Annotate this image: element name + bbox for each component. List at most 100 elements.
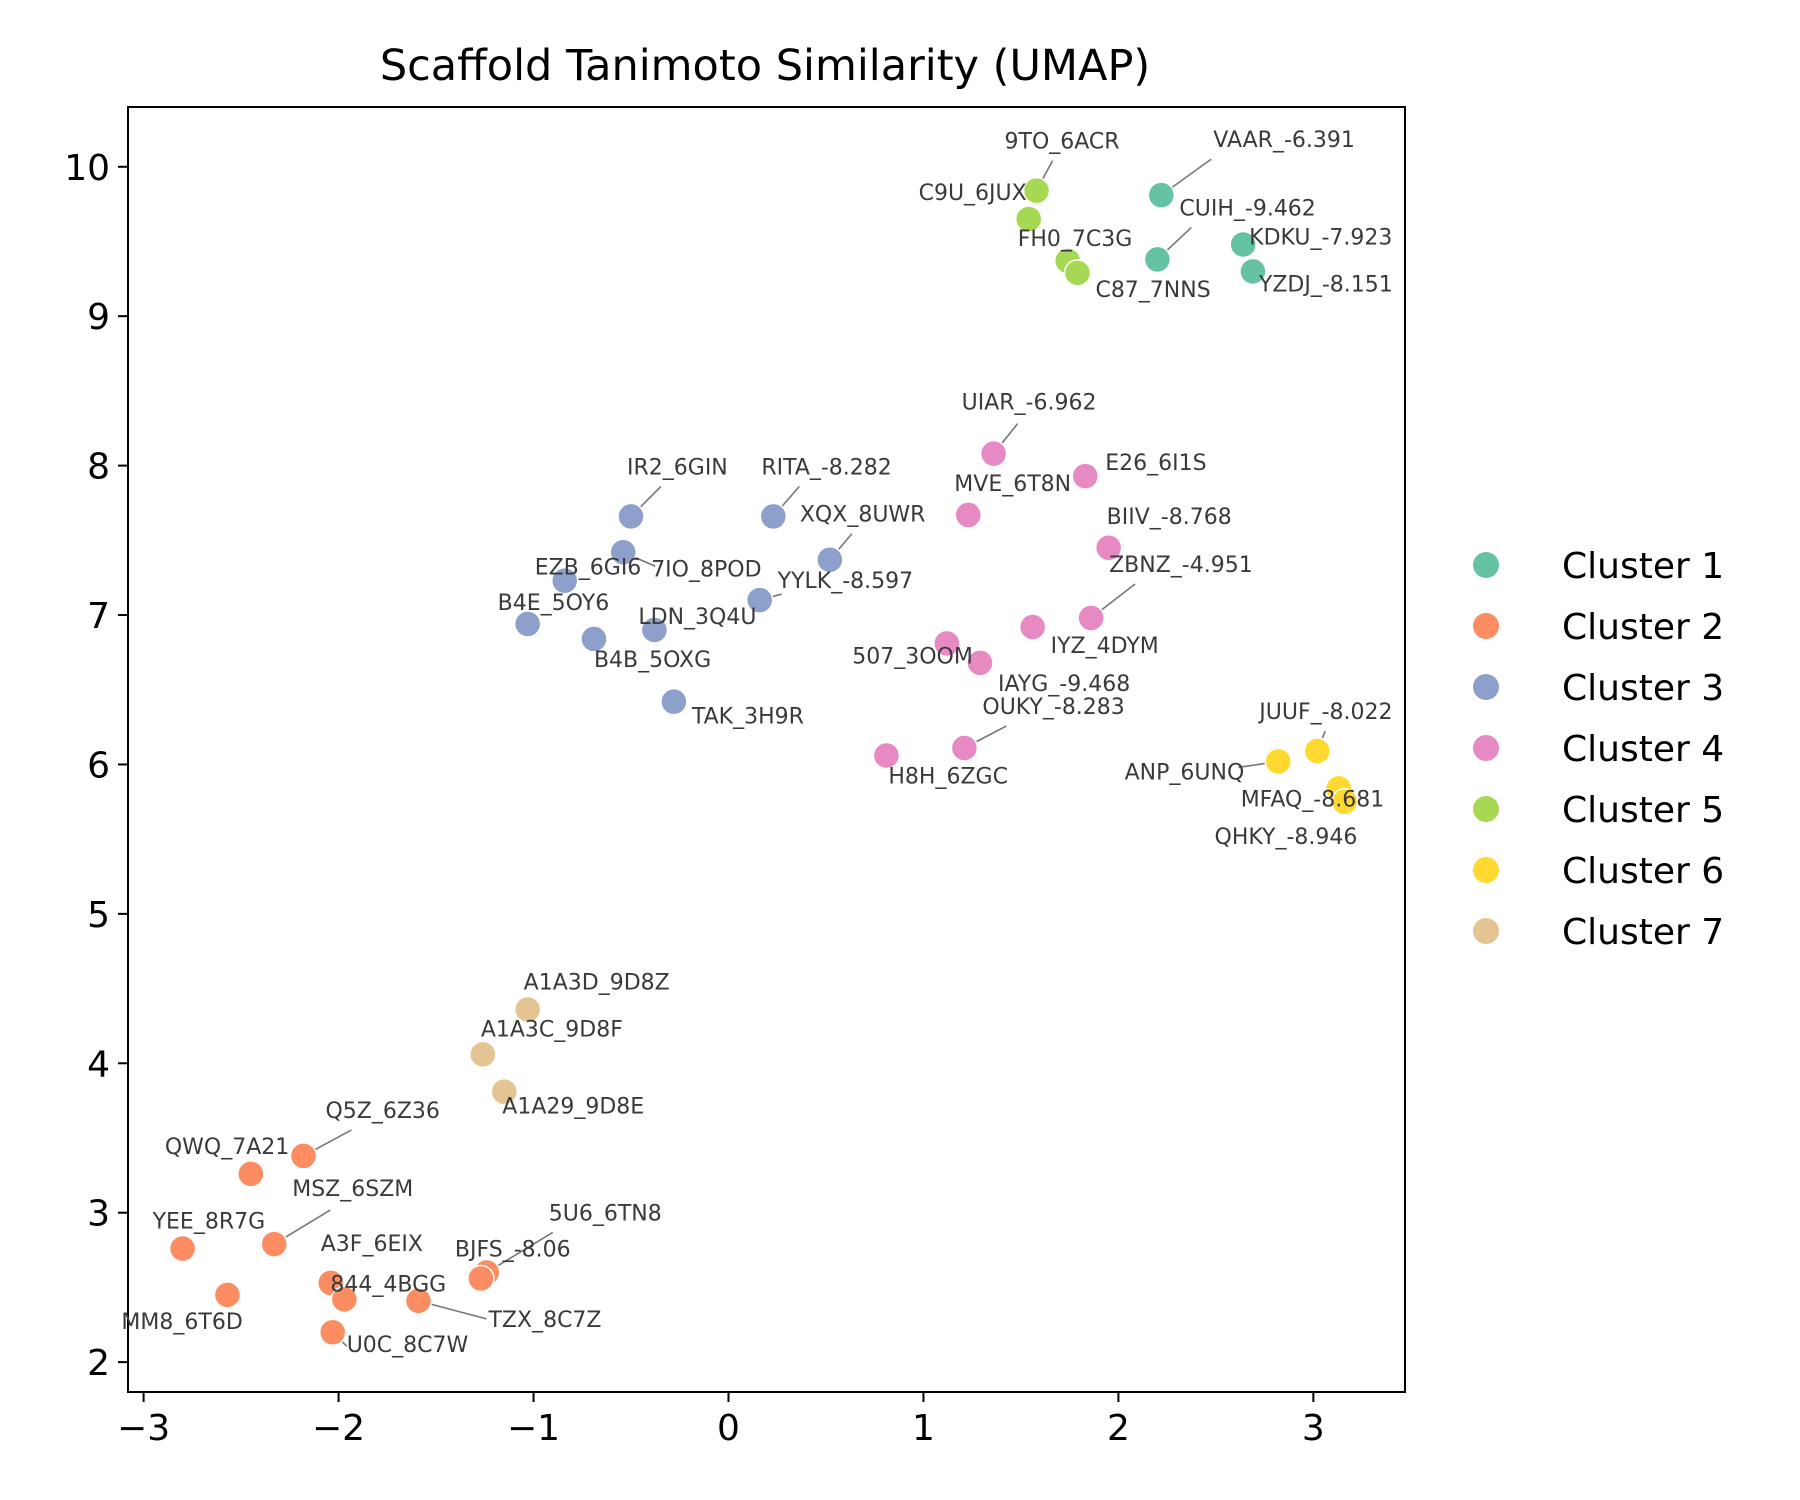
legend-marker [1473,674,1499,700]
point-label: C9U_6JUX [919,181,1027,206]
y-tick-label: 8 [87,447,110,488]
data-point [872,741,901,770]
point-label: QWQ_7A21 [165,1135,289,1160]
point-label: U0C_8C7W [347,1333,469,1358]
legend-entry: Cluster 3 [1562,668,1724,709]
point-label: KDKU_-7.923 [1249,225,1392,250]
data-point [1094,534,1123,562]
point-label: A1A3C_9D8F [481,1017,623,1042]
data-points [168,176,1359,1346]
point-label: TZX_8C7Z [487,1308,601,1333]
legend-marker [1473,796,1499,822]
point-label: B4E_5OY6 [498,591,610,616]
data-point [330,1285,359,1314]
point-label: TAK_3H9R [691,705,804,730]
y-tick-label: 2 [87,1343,110,1384]
point-label: ZBNZ_-4.951 [1109,553,1253,578]
data-point [237,1160,265,1188]
data-point [1077,604,1105,632]
legend-entry: Cluster 7 [1562,912,1724,953]
point-label: FH0_7C3G [1018,227,1133,252]
data-point [1022,176,1051,205]
data-point [513,995,542,1024]
y-tick-label: 6 [87,745,110,786]
data-point [1264,747,1293,776]
legend-marker [1473,918,1499,944]
data-point [168,1234,197,1263]
x-tick-label: −2 [312,1408,365,1449]
data-point [640,616,669,644]
legend-entry: Cluster 2 [1562,607,1724,648]
data-point [1063,259,1092,287]
plot-frame [127,106,1406,1393]
data-point [1239,257,1267,286]
x-tick-label: 3 [1302,1408,1325,1449]
point-label: MVE_6T8N [954,472,1071,497]
data-point [609,538,637,567]
point-label: JUUF_-8.022 [1257,700,1392,725]
point-label: UIAR_-6.962 [962,391,1097,416]
legend-entry: Cluster 4 [1562,729,1724,770]
y-tick-label: 9 [87,297,110,338]
point-label: VAAR_-6.391 [1213,128,1355,153]
point-label: RITA_-8.282 [761,455,891,480]
data-point [1071,462,1100,490]
data-point [979,439,1008,468]
point-label: C87_7NNS [1095,278,1210,303]
point-label: QHKY_-8.946 [1215,825,1358,850]
point-label: 9TO_6ACR [1005,130,1120,155]
data-point [660,687,688,716]
point-label: 7IO_8POD [651,557,761,582]
point-label: CUIH_-9.462 [1179,196,1315,221]
point-label: E26_6I1S [1105,451,1206,476]
data-point [617,502,645,531]
point-label: MFAQ_-8.681 [1241,787,1385,812]
legend-marker [1473,613,1499,639]
data-point [513,610,542,638]
point-label: H8H_6ZGC [888,764,1008,789]
point-labels: VAAR_-6.391 CUIH_-9.462 KDKU_-7.923 YZDJ_-8… [121,128,1392,1358]
point-label: BJFS_-8.06 [455,1237,571,1262]
data-point [550,566,579,595]
point-label: 507_3OOM [852,644,973,669]
data-point [1147,181,1176,209]
point-label: YEE_8R7G [152,1210,266,1235]
point-label: ANP_6UNQ [1125,760,1245,785]
point-label: XQX_8UWR [800,503,926,528]
point-label: 5U6_6TN8 [549,1201,662,1226]
point-label: IAYG_-9.468 [998,672,1130,697]
data-point [490,1077,519,1106]
y-tick-label: 10 [64,148,110,189]
point-label: LDN_3Q4U [638,605,756,630]
point-label: OUKY_-8.283 [982,695,1124,720]
point-label: IR2_6GIN [627,455,728,480]
chart-title: Scaffold Tanimoto Similarity (UMAP) [380,41,1150,91]
data-point [1330,788,1359,816]
point-label: A1A29_9D8E [502,1095,644,1120]
data-point [260,1230,288,1258]
legend-marker [1473,552,1499,578]
data-point [1303,737,1332,765]
x-tick-label: −1 [507,1408,560,1449]
point-label: MSZ_6SZM [292,1177,413,1202]
legend-entry: Cluster 5 [1562,790,1724,831]
point-label: EZB_6GI6 [535,556,642,581]
data-point [1014,205,1043,233]
point-label: IYZ_4DYM [1051,634,1159,659]
data-point [213,1281,242,1309]
y-tick-label: 5 [87,895,110,936]
point-label: A1A3D_9D8Z [524,970,670,995]
data-point [404,1287,433,1315]
x-tick-label: 2 [1107,1408,1130,1449]
data-point [950,734,979,762]
axes: −3 −2 −1 0 1 2 3 2 3 4 5 6 7 8 9 10 [64,106,1406,1449]
point-label: A3F_6EIX [321,1232,423,1257]
point-label: MM8_6T6D [121,1310,242,1335]
x-tick-label: 1 [912,1408,935,1449]
data-point [816,545,844,574]
x-tick-label: −3 [117,1408,170,1449]
point-label: YZDJ_-8.151 [1258,272,1393,297]
y-tick-label: 7 [87,596,110,637]
legend-marker [1473,857,1499,883]
data-point [289,1142,318,1170]
